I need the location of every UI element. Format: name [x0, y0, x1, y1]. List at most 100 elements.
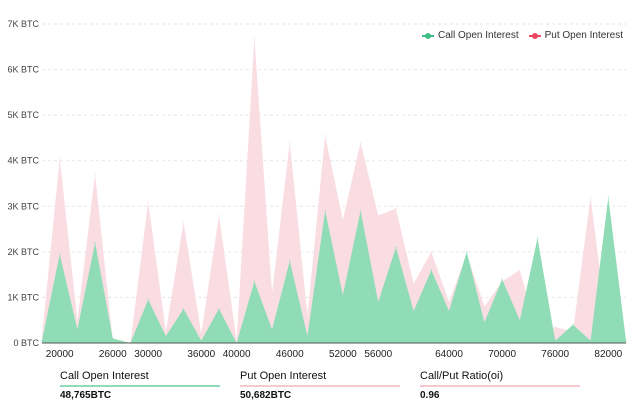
- x-tick-label: 26000: [99, 349, 127, 360]
- legend-item-put[interactable]: Put Open Interest: [528, 30, 623, 41]
- call-open-interest-point: [200, 340, 202, 342]
- put-open-interest-point: [41, 335, 43, 337]
- call-open-interest-point: [536, 237, 539, 239]
- put-open-interest-point: [218, 214, 220, 216]
- call-open-interest-point: [342, 294, 344, 296]
- call-open-interest-point: [76, 328, 78, 330]
- summary-put-oi-label: Put Open Interest: [240, 370, 400, 387]
- put-open-interest-point: [76, 319, 78, 321]
- summary-ratio-value: 0.96: [420, 390, 580, 401]
- y-tick-label: 4K BTC: [7, 156, 39, 166]
- x-tick-label: 52000: [329, 349, 357, 360]
- call-open-interest-point: [271, 328, 273, 330]
- legend-call-label: Call Open Interest: [438, 30, 519, 41]
- call-open-interest-point: [430, 269, 432, 271]
- call-open-interest-point: [253, 280, 255, 283]
- call-open-interest-point: [147, 299, 149, 301]
- put-open-interest-point: [395, 207, 397, 210]
- axes: 0 BTC 1K BTC 2K BTC 3K BTC 4K BTC 5K BTC 6K BT…: [7, 19, 626, 360]
- summary-ratio-label: Call/Put Ratio(oi): [420, 370, 580, 387]
- put-open-interest-point: [236, 340, 238, 342]
- call-open-interest-point: [289, 260, 291, 262]
- put-open-interest-point: [200, 333, 202, 335]
- put-open-interest-point: [483, 305, 486, 308]
- x-tick-label: 70000: [488, 349, 516, 360]
- put-open-interest-point: [59, 157, 61, 160]
- put-open-interest-point: [271, 292, 273, 294]
- y-tick-label: 6K BTC: [7, 65, 39, 75]
- y-tick-label: 0 BTC: [13, 338, 39, 348]
- summary-put-oi: Put Open Interest 50,682BTC: [240, 370, 400, 401]
- summary-put-oi-value: 50,682BTC: [240, 390, 400, 401]
- call-open-interest-point: [112, 337, 114, 340]
- x-tick-label: 40000: [223, 349, 251, 360]
- summary-call-oi-number: 48,765: [60, 390, 91, 401]
- summary-ratio: Call/Put Ratio(oi) 0.96: [420, 370, 580, 401]
- y-tick-label: 3K BTC: [7, 201, 39, 211]
- call-open-interest-point: [395, 246, 397, 248]
- x-tick-label: 36000: [187, 349, 215, 360]
- x-tick-label: 76000: [541, 349, 569, 360]
- put-open-interest-point: [182, 221, 185, 223]
- call-open-interest-point: [448, 310, 450, 312]
- summary-ratio-number: 0.96: [420, 390, 440, 401]
- put-open-interest-point: [430, 251, 432, 253]
- put-open-interest-point: [359, 141, 362, 144]
- legend-put-swatch-icon: [528, 32, 541, 39]
- x-tick-label: 56000: [364, 349, 392, 360]
- y-tick-label: 1K BTC: [7, 292, 39, 302]
- summary-call-oi-label: Call Open Interest: [60, 370, 220, 387]
- legend-item-call[interactable]: Call Open Interest: [422, 30, 519, 41]
- put-open-interest-point: [147, 201, 149, 203]
- summary-put-oi-unit: BTC: [270, 390, 292, 401]
- call-open-interest-point: [572, 324, 574, 326]
- legend-call-swatch-icon: [422, 32, 434, 39]
- call-open-interest-point: [306, 335, 309, 337]
- put-open-interest-point: [413, 283, 415, 285]
- put-open-interest-point: [289, 141, 291, 144]
- call-open-interest-point: [165, 335, 167, 337]
- call-open-interest-point: [607, 196, 609, 198]
- grid-lines: [42, 23, 626, 298]
- call-open-interest-point: [483, 321, 486, 324]
- put-open-interest-point: [165, 331, 167, 333]
- x-tick-label: 64000: [435, 349, 463, 360]
- put-open-interest-point: [448, 301, 450, 303]
- call-open-interest-point: [359, 210, 362, 212]
- call-open-interest-point: [625, 340, 627, 342]
- x-tick-label: 20000: [46, 349, 74, 360]
- put-open-interest-area: [42, 37, 626, 344]
- open-interest-chart: 0 BTC 1K BTC 2K BTC 3K BTC 4K BTC 5K BTC 6K BT…: [7, 19, 627, 360]
- put-open-interest-point: [377, 214, 379, 216]
- y-tick-label: 7K BTC: [7, 19, 39, 29]
- call-open-interest-point: [519, 319, 521, 321]
- area-series: [41, 37, 627, 344]
- call-open-interest-point: [377, 301, 379, 303]
- summary-put-oi-number: 50,682: [240, 390, 271, 401]
- chart-legend: Call Open Interest Put Open Interest: [422, 30, 623, 41]
- call-open-interest-point: [94, 242, 96, 244]
- x-tick-label: 46000: [276, 349, 304, 360]
- x-tick-label: 30000: [134, 349, 162, 360]
- call-open-interest-point: [218, 308, 220, 310]
- call-open-interest-point: [182, 308, 185, 310]
- put-open-interest-point: [253, 37, 255, 39]
- put-open-interest-point: [590, 196, 592, 198]
- call-open-interest-point: [501, 278, 503, 280]
- put-open-interest-point: [519, 269, 521, 271]
- y-tick-label: 2K BTC: [7, 247, 39, 257]
- y-tick-label: 5K BTC: [7, 110, 39, 120]
- call-open-interest-point: [41, 340, 43, 342]
- legend-put-label: Put Open Interest: [544, 30, 623, 41]
- call-open-interest-point: [554, 340, 556, 342]
- put-open-interest-point: [306, 315, 309, 317]
- summary-call-oi: Call Open Interest 48,765BTC: [60, 370, 220, 401]
- put-open-interest-point: [94, 173, 96, 175]
- call-open-interest-area: [42, 197, 626, 343]
- call-open-interest-point: [413, 310, 415, 312]
- call-open-interest-point: [590, 340, 592, 342]
- summary-call-oi-value: 48,765BTC: [60, 390, 220, 401]
- x-tick-label: 82000: [594, 349, 622, 360]
- summary-call-oi-unit: BTC: [90, 390, 112, 401]
- call-open-interest-point: [324, 210, 326, 212]
